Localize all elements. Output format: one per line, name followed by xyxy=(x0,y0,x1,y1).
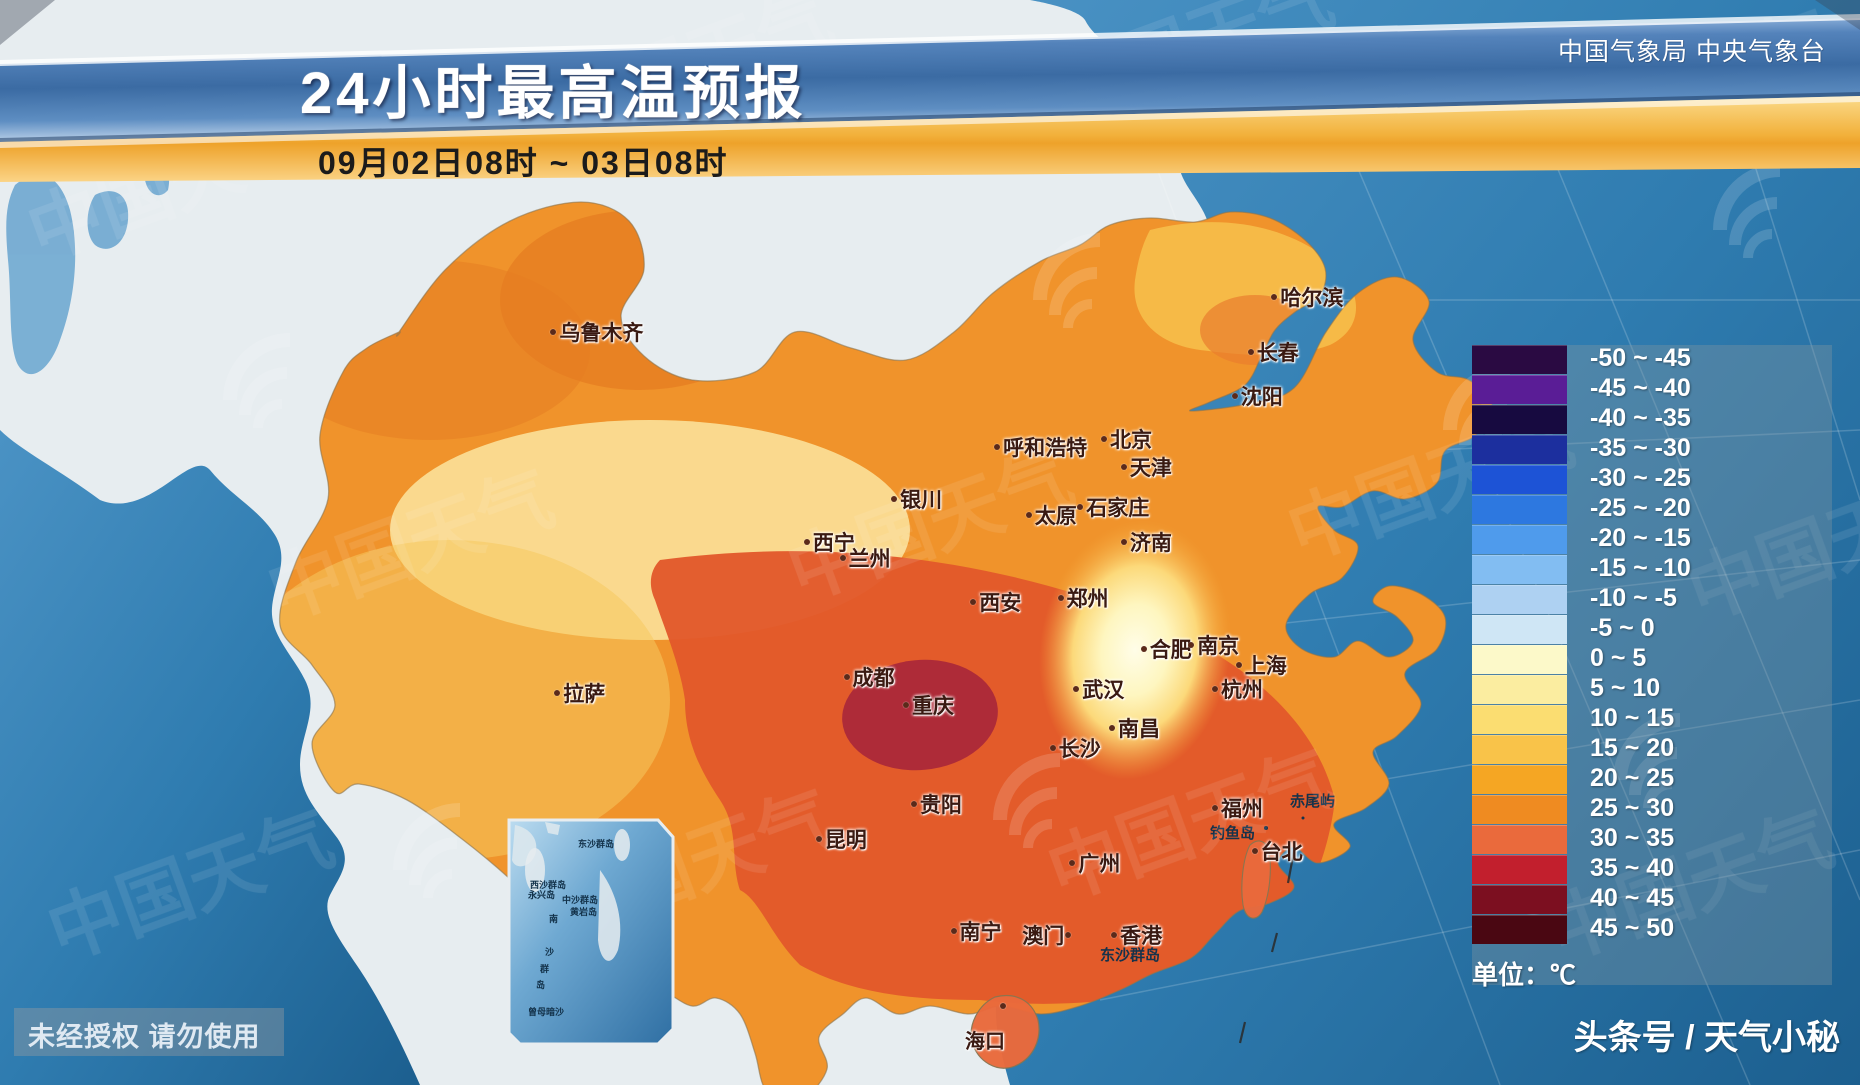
svg-text:中沙群岛: 中沙群岛 xyxy=(562,894,598,905)
svg-text:曾母暗沙: 曾母暗沙 xyxy=(528,1006,564,1017)
svg-text:黄岩岛: 黄岩岛 xyxy=(570,906,597,917)
svg-text:西沙群岛: 西沙群岛 xyxy=(530,879,566,890)
svg-text:群: 群 xyxy=(539,963,549,974)
svg-text:永兴岛: 永兴岛 xyxy=(527,889,555,900)
svg-text:岛: 岛 xyxy=(536,979,545,990)
svg-text:南: 南 xyxy=(549,913,558,924)
svg-text:沙: 沙 xyxy=(545,947,554,957)
svg-text:东沙群岛: 东沙群岛 xyxy=(578,838,614,849)
